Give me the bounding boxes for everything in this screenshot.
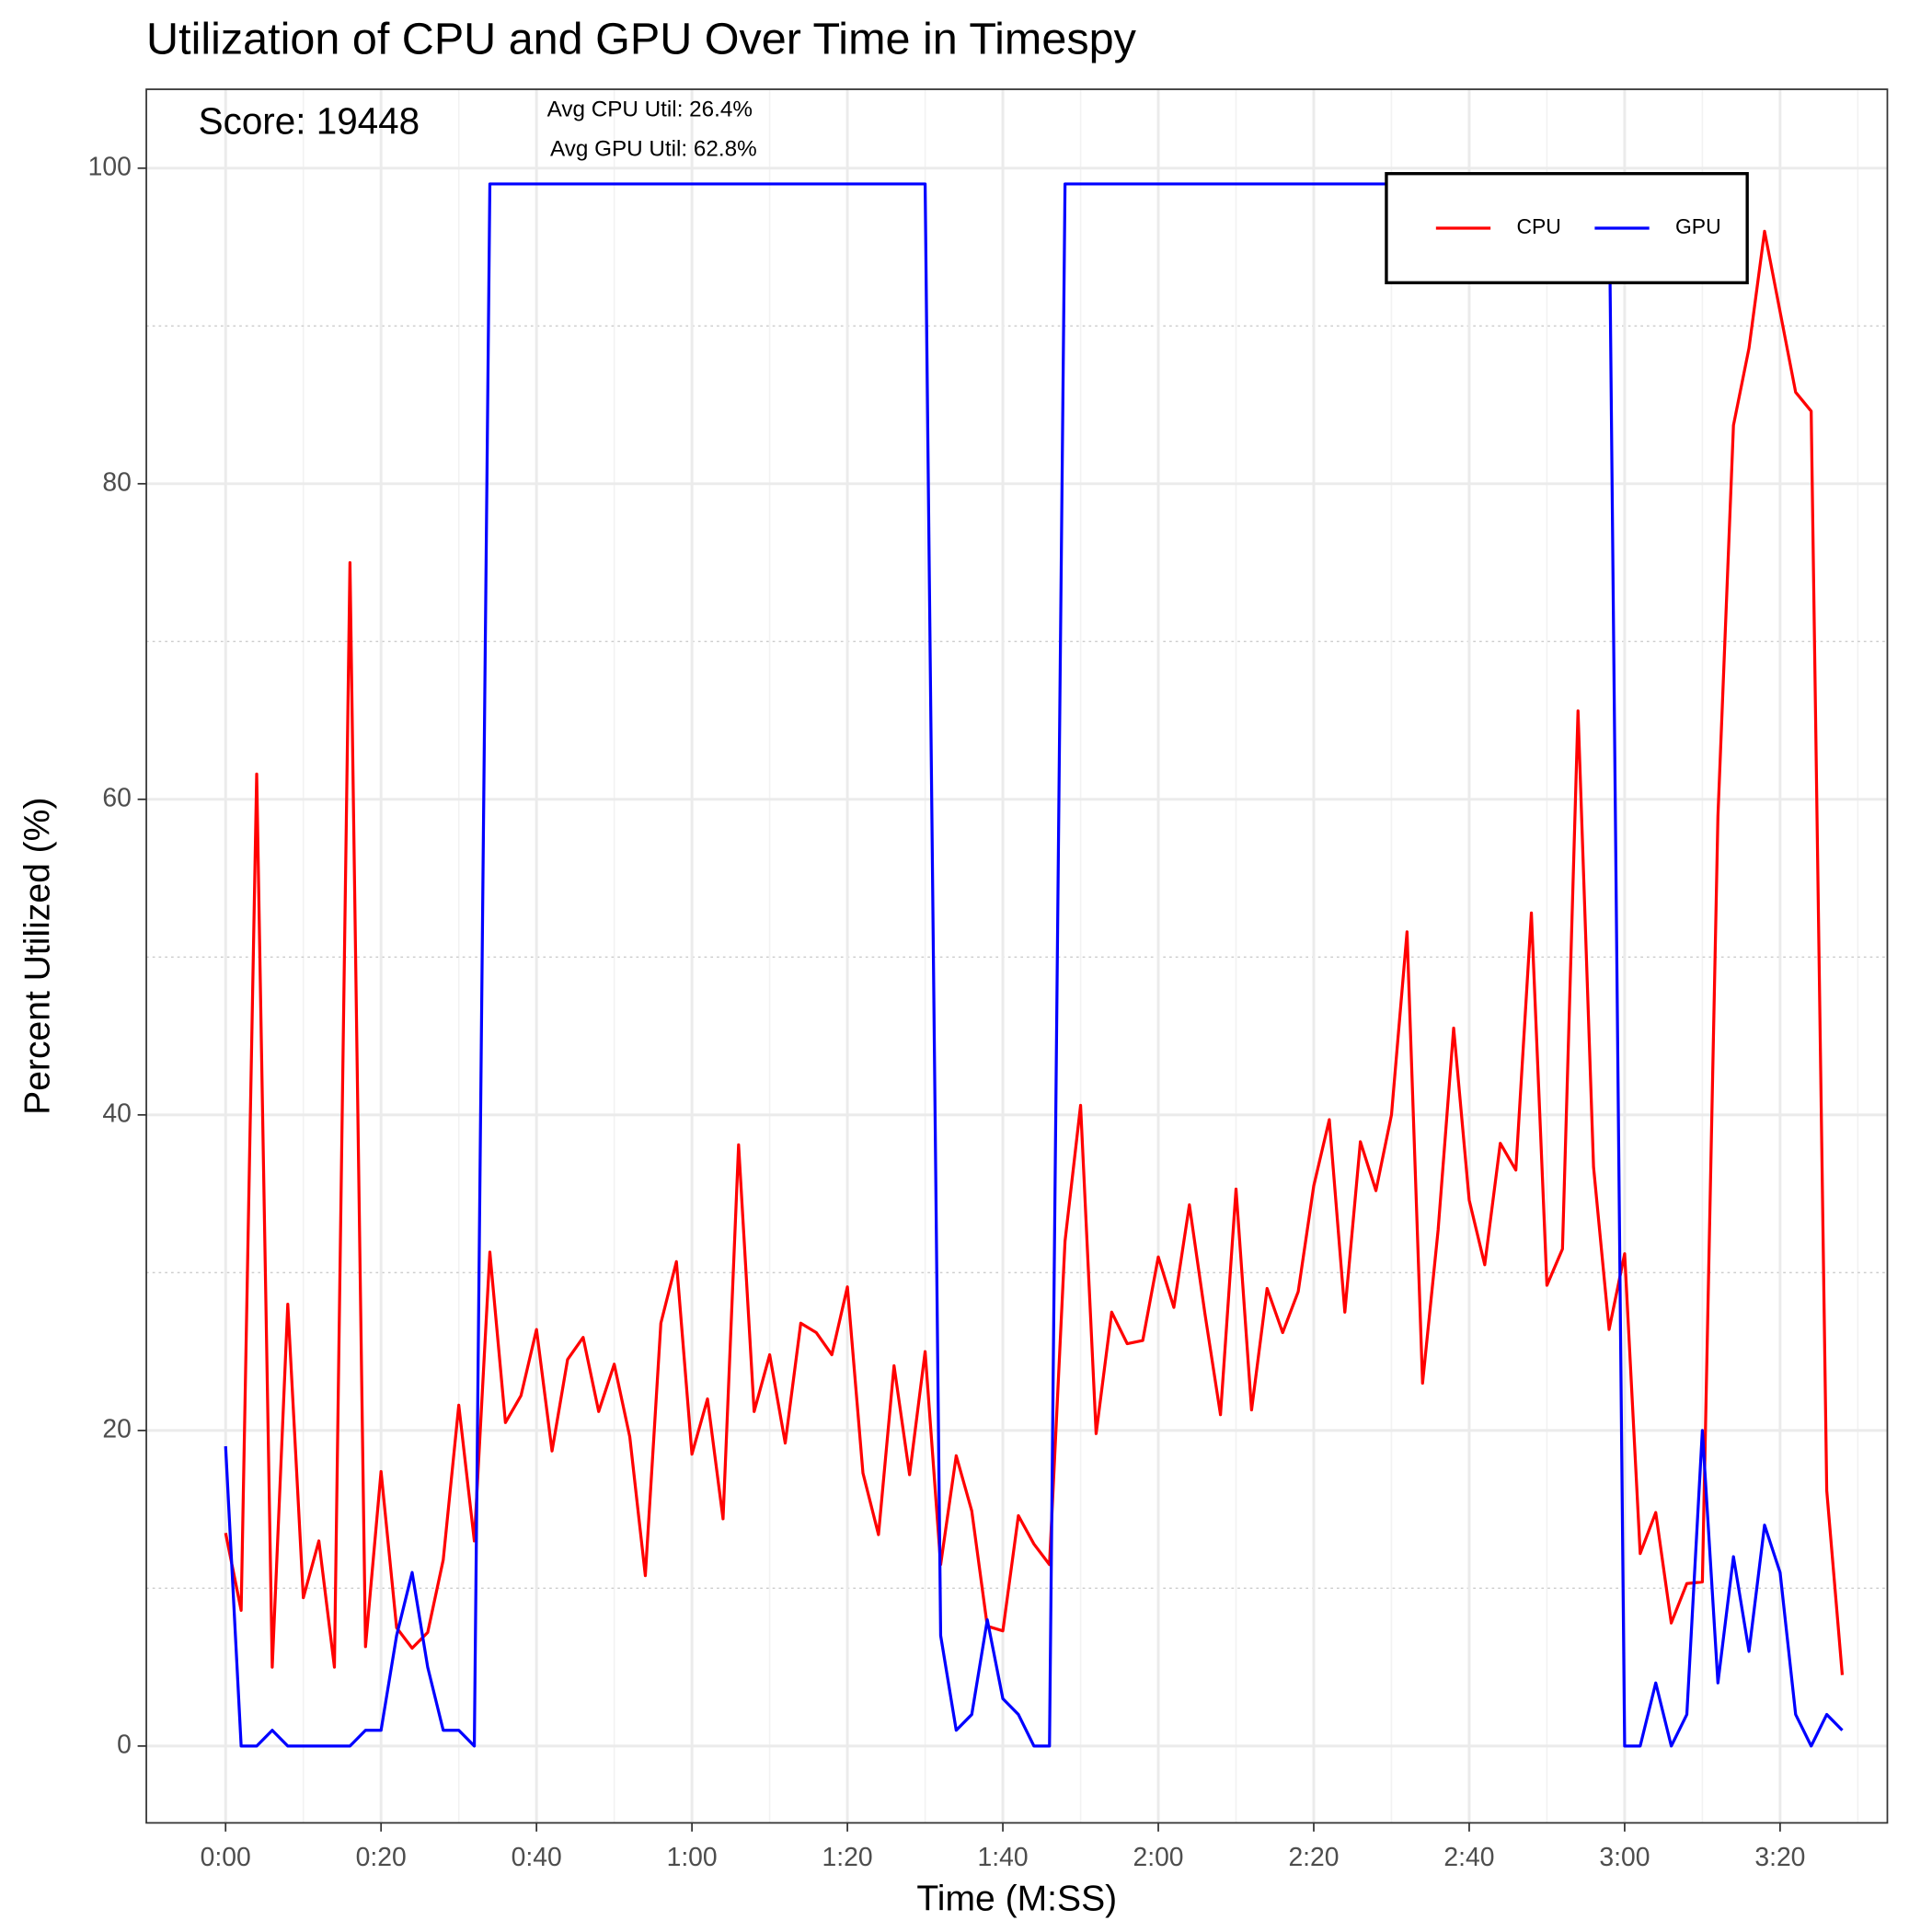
x-tick-label: 1:20 xyxy=(822,1842,873,1871)
chart-title: Utilization of CPU and GPU Over Time in … xyxy=(146,15,1137,64)
x-tick-label: 2:20 xyxy=(1288,1842,1339,1871)
y-tick-label: 60 xyxy=(102,782,131,811)
legend: CPU GPU xyxy=(1385,172,1749,285)
legend-label: GPU xyxy=(1675,214,1721,238)
x-tick-label: 1:40 xyxy=(978,1842,1029,1871)
x-tick-label: 3:00 xyxy=(1599,1842,1650,1871)
x-tick-label: 2:40 xyxy=(1443,1842,1494,1871)
y-tick-label: 100 xyxy=(88,151,132,180)
series-line xyxy=(224,229,1845,1675)
cpu-average-annotation: Avg CPU Util: 26.4% xyxy=(547,97,753,121)
x-axis-title: Time (M:SS) xyxy=(916,1880,1117,1919)
legend-box xyxy=(1385,172,1749,285)
y-tick-label: 40 xyxy=(102,1098,131,1127)
x-tick-label: 0:20 xyxy=(356,1842,407,1871)
panel-border xyxy=(145,88,1889,1824)
grid xyxy=(146,89,1888,1823)
gpu-average-annotation: Avg GPU Util: 62.8% xyxy=(550,136,757,161)
y-tick-label: 0 xyxy=(117,1729,132,1758)
x-tick-label: 3:20 xyxy=(1754,1842,1805,1871)
score-annotation: Score: 19448 xyxy=(199,99,420,142)
y-tick-label: 80 xyxy=(102,466,131,496)
x-tick-label: 2:00 xyxy=(1133,1842,1183,1871)
y-axis-title: Percent Utilized (%) xyxy=(17,798,57,1115)
y-tick-label: 20 xyxy=(102,1413,131,1443)
x-tick-label: 0:00 xyxy=(201,1842,251,1871)
x-tick-label: 1:00 xyxy=(667,1842,718,1871)
x-tick-label: 0:40 xyxy=(512,1842,562,1871)
legend-label: CPU xyxy=(1516,214,1560,238)
